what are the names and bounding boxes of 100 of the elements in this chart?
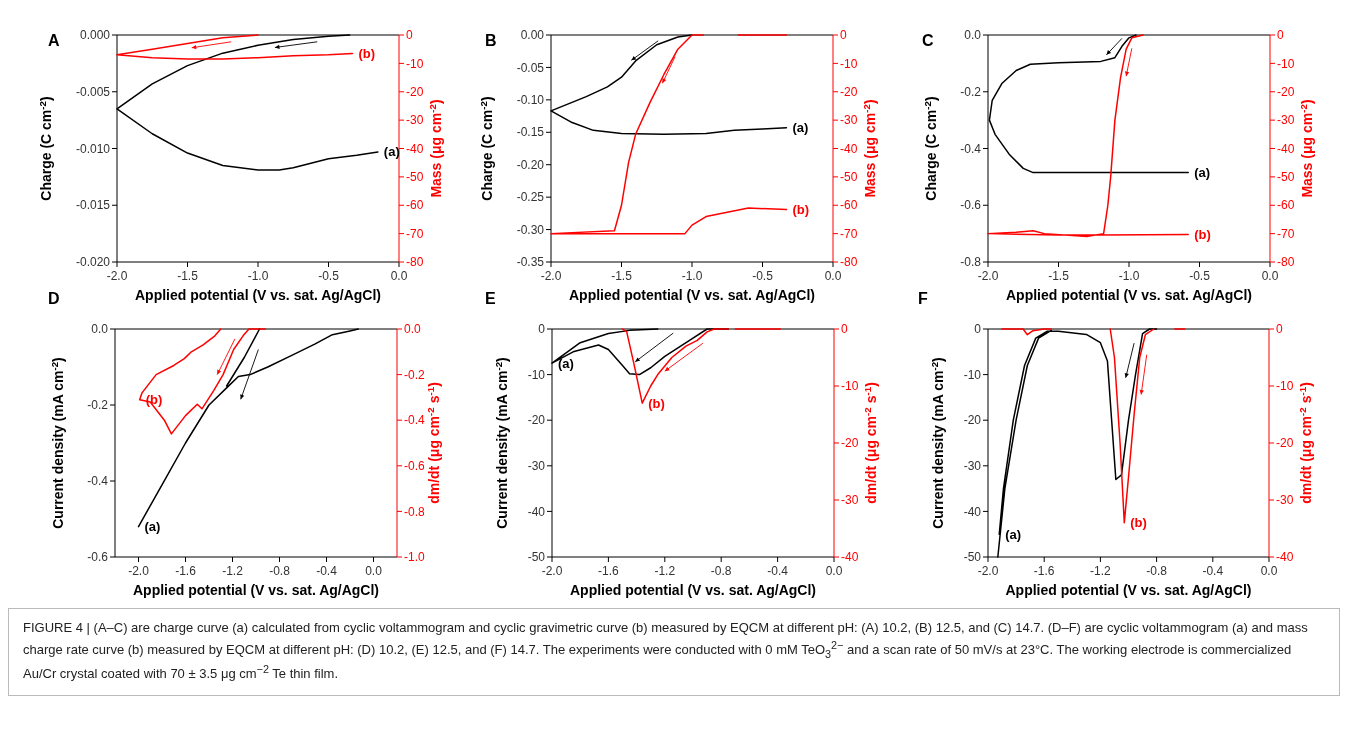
chart-title: C [922, 32, 934, 49]
series-label: (a) [558, 355, 574, 371]
y2-tick-label: -1.0 [404, 550, 425, 565]
y-tick-label: -0.35 [516, 255, 545, 270]
x-tick-label: -1.0 [247, 269, 269, 283]
y2-tick-label: -10 [841, 379, 859, 394]
chart-title: A [48, 32, 60, 49]
x-tick-label: -2.0 [540, 269, 562, 283]
x-tick-label: -2.0 [541, 564, 563, 578]
y-tick-label: -0.6 [87, 550, 109, 565]
series-label: (b) [1194, 227, 1211, 243]
y-tick-label: -0.4 [960, 141, 982, 156]
x-tick-label: -2.0 [977, 564, 999, 578]
y2-tick-label: -30 [841, 493, 859, 508]
y2-tick-label: -20 [406, 84, 424, 99]
x-tick-label: -1.2 [1090, 564, 1112, 578]
y-tick-label: -0.6 [960, 198, 982, 213]
y2-tick-label: 0 [1277, 28, 1284, 43]
x-tick-label: 0.0 [824, 269, 842, 283]
x-tick-label: -0.4 [767, 564, 789, 578]
y2-tick-label: 0 [841, 322, 848, 337]
series-label: (b) [145, 392, 163, 408]
y2-tick-label: -80 [840, 255, 858, 270]
chart-title: F [918, 290, 928, 307]
y-tick-label: -0.8 [960, 255, 982, 270]
y2-tick-label: -10 [1277, 56, 1295, 71]
y-tick-label: -0.010 [75, 141, 111, 156]
y2-tick-label: 0 [406, 28, 413, 43]
x-axis-title: Applied potential (V vs. sat. Ag/AgCl) [134, 287, 382, 303]
y-tick-label: -10 [527, 367, 546, 382]
y-tick-label: -20 [963, 413, 982, 428]
x-axis-title: Applied potential (V vs. sat. Ag/AgCl) [1005, 287, 1253, 303]
x-axis-title: Applied potential (V vs. sat. Ag/AgCl) [132, 582, 380, 598]
x-tick-label: 0.0 [365, 564, 383, 578]
y2-tick-label: -60 [406, 198, 424, 213]
x-tick-label: -0.4 [316, 564, 338, 578]
x-tick-label: -0.8 [710, 564, 732, 578]
y2-tick-label: -70 [840, 226, 858, 241]
series-label: (a) [792, 120, 809, 136]
line-series [987, 34, 1189, 238]
y2-tick-label: -50 [406, 170, 424, 185]
y2-tick-label: -50 [1277, 170, 1295, 185]
y2-tick-label: 0 [1276, 322, 1283, 337]
x-tick-label: -1.5 [177, 269, 199, 283]
y-tick-label: 0.000 [79, 28, 111, 43]
x-tick-label: -2.0 [977, 269, 999, 283]
chart-title: E [485, 290, 496, 307]
y-tick-label: -0.30 [516, 222, 545, 237]
y-tick-label: -0.25 [516, 190, 545, 205]
y2-tick-label: -70 [1277, 226, 1295, 241]
y-tick-label: -0.2 [960, 84, 982, 99]
x-tick-label: -1.0 [1118, 269, 1140, 283]
y-tick-label: 0 [974, 322, 982, 337]
x-tick-label: -1.6 [175, 564, 197, 578]
y2-tick-label: -0.2 [404, 367, 425, 382]
y2-tick-label: -40 [840, 141, 858, 156]
y2-tick-label: -20 [1276, 436, 1294, 451]
y2-tick-label: -30 [1277, 113, 1295, 128]
y2-tick-label: -80 [406, 255, 424, 270]
y2-tick-label: -0.8 [404, 504, 425, 519]
y-tick-label: -10 [963, 367, 982, 382]
x-tick-label: -1.2 [222, 564, 244, 578]
y2-tick-label: -40 [1277, 141, 1295, 156]
y2-tick-label: -20 [841, 436, 859, 451]
chart-title: B [485, 32, 497, 49]
x-tick-label: 0.0 [390, 269, 408, 283]
text: FIGURE 4 | (A–C) are charge curve (a) calculated from cyclic voltammogram and cyclic gravimetric curve (b) measured by EQCM at different pH: (A) 10.2, (B) 12.5, and (C) 14.7. (D–F) are cyclic voltammogram (a) and mass charge rate curve (b) measured by EQCM at different pH: (D) 10.2, (E) 12.5, and (F) 14.7. The experiments were conducted with 0 mM TeO$_{3}$$^{2−}$ and a scan rate of 50 mV/s at 23°C. The working electrode is commercialized Au/Cr crystal coated with 70 ± 3.5 μg cm$^{−2}$ Te thin film. [23, 620, 1308, 682]
y2-tick-label: -0.6 [404, 459, 425, 473]
series-label: (a) [383, 144, 400, 160]
y2-tick-label: -20 [1277, 84, 1295, 99]
x-tick-label: -2.0 [106, 269, 128, 283]
y-tick-label: -50 [963, 550, 982, 565]
series-label: (b) [792, 202, 810, 218]
x-tick-label: -0.8 [1146, 564, 1168, 578]
x-tick-label: -2.0 [128, 564, 150, 578]
x-tick-label: -1.0 [681, 269, 703, 283]
y2-tick-label: -30 [406, 113, 424, 128]
y2-tick-label: -30 [1276, 493, 1294, 508]
y-tick-label: -0.020 [75, 255, 111, 270]
x-tick-label: 0.0 [1261, 269, 1279, 283]
chart-title: D [48, 290, 60, 307]
y-tick-label: -0.15 [516, 125, 545, 140]
y2-tick-label: -30 [840, 113, 858, 128]
y2-tick-label: -60 [1277, 198, 1295, 213]
x-tick-label: -1.5 [1048, 269, 1070, 283]
y-tick-label: -40 [527, 504, 546, 519]
x-tick-label: -0.4 [1202, 564, 1224, 578]
y-tick-label: 0.0 [964, 28, 982, 43]
y2-tick-label: -40 [406, 141, 424, 156]
series-label: (a) [144, 519, 161, 535]
series-label: (a) [1005, 526, 1022, 542]
y2-tick-label: -40 [841, 550, 859, 565]
y-tick-label: -0.05 [516, 60, 545, 75]
y-tick-label: -0.20 [516, 157, 545, 172]
x-tick-label: -0.5 [1189, 269, 1211, 283]
y-tick-label: -0.4 [87, 474, 109, 489]
y2-tick-label: -20 [840, 84, 858, 99]
series-label: (b) [1130, 515, 1147, 531]
y-tick-label: -0.10 [516, 93, 545, 108]
x-axis-title: Applied potential (V vs. sat. Ag/AgCl) [568, 287, 816, 303]
